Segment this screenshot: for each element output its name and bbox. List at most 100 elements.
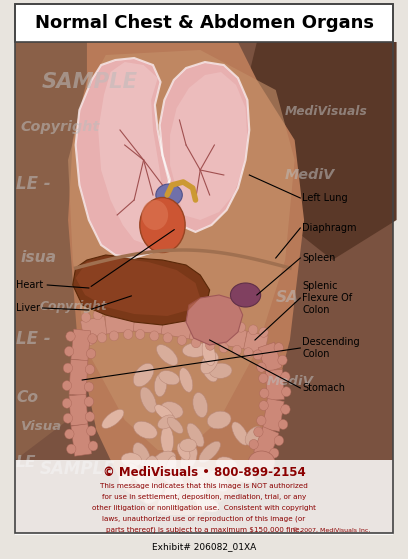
Ellipse shape xyxy=(62,381,72,391)
Ellipse shape xyxy=(180,445,197,471)
Text: LE -: LE - xyxy=(16,175,51,193)
Ellipse shape xyxy=(245,427,263,446)
Ellipse shape xyxy=(202,358,218,382)
Ellipse shape xyxy=(86,349,96,359)
Ellipse shape xyxy=(153,451,176,469)
Ellipse shape xyxy=(187,423,204,447)
Text: Diaphragm: Diaphragm xyxy=(302,223,357,233)
Ellipse shape xyxy=(156,184,182,206)
Ellipse shape xyxy=(140,387,156,413)
Ellipse shape xyxy=(156,344,178,366)
Ellipse shape xyxy=(274,435,284,446)
Ellipse shape xyxy=(133,363,154,387)
Ellipse shape xyxy=(200,352,218,374)
Ellipse shape xyxy=(124,329,133,339)
Polygon shape xyxy=(161,316,192,339)
Ellipse shape xyxy=(150,331,159,341)
Ellipse shape xyxy=(63,413,73,423)
Polygon shape xyxy=(170,72,247,220)
Ellipse shape xyxy=(253,350,262,360)
Text: Co: Co xyxy=(16,390,38,405)
Ellipse shape xyxy=(180,368,193,392)
Ellipse shape xyxy=(216,457,237,473)
Ellipse shape xyxy=(207,411,231,429)
Ellipse shape xyxy=(98,333,107,343)
Text: LE -: LE - xyxy=(16,330,51,348)
Ellipse shape xyxy=(135,329,145,339)
Ellipse shape xyxy=(165,456,176,479)
Ellipse shape xyxy=(142,200,168,230)
Ellipse shape xyxy=(107,307,116,318)
Ellipse shape xyxy=(161,402,183,418)
Ellipse shape xyxy=(109,331,119,341)
Ellipse shape xyxy=(121,306,131,316)
Ellipse shape xyxy=(88,334,97,344)
Ellipse shape xyxy=(144,483,163,504)
Text: Liver: Liver xyxy=(16,303,40,313)
Polygon shape xyxy=(75,258,200,316)
Text: Splenic
Flexure Of
Colon: Splenic Flexure Of Colon xyxy=(302,281,353,315)
Polygon shape xyxy=(105,313,135,334)
Ellipse shape xyxy=(202,340,215,366)
Ellipse shape xyxy=(67,444,76,454)
Ellipse shape xyxy=(259,401,268,410)
Polygon shape xyxy=(265,369,284,401)
Text: © 2007, MediVisuals Inc.: © 2007, MediVisuals Inc. xyxy=(292,528,370,533)
Ellipse shape xyxy=(190,478,206,502)
Text: Descending
Colon: Descending Colon xyxy=(302,337,360,359)
Ellipse shape xyxy=(282,387,291,397)
Ellipse shape xyxy=(209,318,219,327)
Ellipse shape xyxy=(209,470,225,488)
Polygon shape xyxy=(15,42,134,460)
Ellipse shape xyxy=(129,463,145,486)
Ellipse shape xyxy=(93,310,102,320)
Ellipse shape xyxy=(167,467,184,481)
Ellipse shape xyxy=(177,443,190,460)
Polygon shape xyxy=(69,359,88,396)
Ellipse shape xyxy=(167,417,183,434)
Ellipse shape xyxy=(65,429,74,439)
Ellipse shape xyxy=(257,416,266,425)
Ellipse shape xyxy=(177,335,186,345)
Ellipse shape xyxy=(232,422,248,445)
Ellipse shape xyxy=(281,405,290,414)
Text: This message indicates that this image is NOT authorized: This message indicates that this image i… xyxy=(100,483,308,489)
Ellipse shape xyxy=(133,443,151,467)
Ellipse shape xyxy=(157,415,175,429)
Text: Stomach: Stomach xyxy=(302,383,345,393)
Ellipse shape xyxy=(210,472,228,491)
Text: Copyright: Copyright xyxy=(40,300,107,313)
Polygon shape xyxy=(75,58,172,258)
Ellipse shape xyxy=(81,312,91,322)
Ellipse shape xyxy=(278,355,287,365)
Ellipse shape xyxy=(137,306,147,316)
Text: Left Lung: Left Lung xyxy=(302,193,348,203)
Ellipse shape xyxy=(274,343,284,353)
Ellipse shape xyxy=(182,343,208,357)
Ellipse shape xyxy=(63,363,73,373)
Polygon shape xyxy=(71,329,91,361)
Polygon shape xyxy=(244,331,268,354)
Bar xyxy=(15,460,393,535)
Polygon shape xyxy=(258,342,282,373)
Polygon shape xyxy=(98,62,164,245)
Ellipse shape xyxy=(254,427,263,437)
Ellipse shape xyxy=(193,392,208,418)
Ellipse shape xyxy=(159,371,180,385)
Text: LE: LE xyxy=(16,455,37,470)
Text: isua: isua xyxy=(21,250,57,265)
Polygon shape xyxy=(71,424,91,456)
Ellipse shape xyxy=(281,372,290,382)
Ellipse shape xyxy=(270,448,279,458)
Polygon shape xyxy=(160,62,249,232)
Ellipse shape xyxy=(152,307,161,318)
Ellipse shape xyxy=(278,419,288,429)
Ellipse shape xyxy=(158,495,177,511)
Ellipse shape xyxy=(119,467,132,488)
Ellipse shape xyxy=(223,320,232,330)
Ellipse shape xyxy=(195,315,204,325)
Ellipse shape xyxy=(134,421,157,439)
Text: SAMPLE: SAMPLE xyxy=(42,72,137,92)
Text: © MediVisuals • 800-899-2154: © MediVisuals • 800-899-2154 xyxy=(103,466,305,479)
Ellipse shape xyxy=(219,343,228,353)
